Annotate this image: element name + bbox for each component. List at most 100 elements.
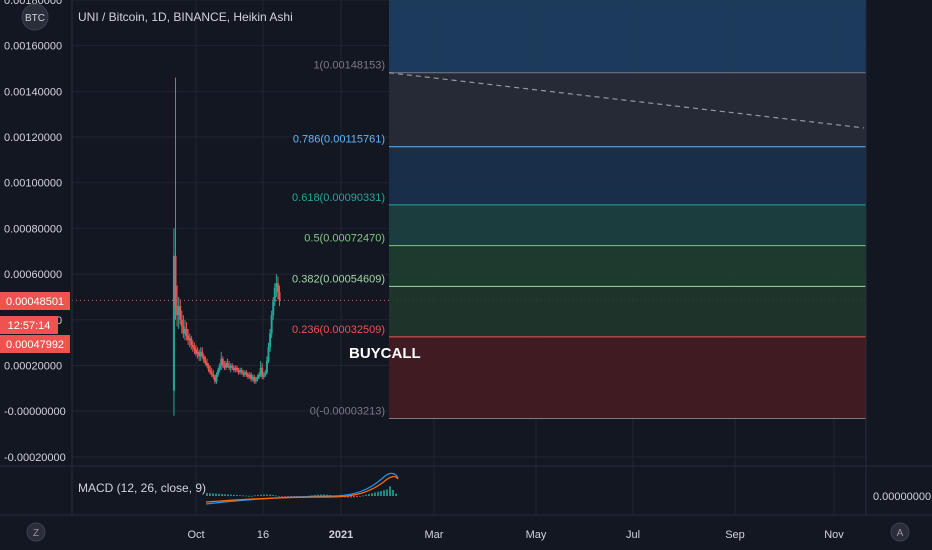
legend-title: UNI / Bitcoin, 1D, BINANCE, Heikin Ashi — [78, 10, 293, 24]
x-tick-label: Oct — [187, 529, 204, 541]
macd-histogram-bar — [377, 491, 379, 496]
candle-body — [207, 365, 210, 371]
fib-zone — [389, 245, 866, 287]
x-tick-label: Mar — [425, 529, 444, 541]
candle-body — [174, 255, 177, 307]
candle-body — [209, 370, 212, 373]
candle-body — [278, 292, 281, 301]
fib-zone — [389, 72, 866, 147]
macd-histogram-bar — [359, 496, 361, 497]
candle-body — [217, 370, 220, 375]
candle-body — [261, 367, 264, 377]
candle-body — [221, 358, 224, 366]
candle-body — [228, 365, 231, 368]
macd-histogram-bar — [260, 494, 262, 496]
fib-level-label: 0.382(0.00054609) — [292, 273, 385, 285]
macd-histogram-bar — [212, 493, 214, 496]
macd-histogram-bar — [362, 495, 364, 497]
macd-histogram-bar — [215, 493, 217, 496]
macd-histogram-bar — [245, 495, 247, 497]
candle-body — [270, 315, 273, 334]
macd-histogram-bar — [386, 489, 388, 496]
candle-body — [180, 319, 183, 327]
fib-level-label: 0.236(0.00032509) — [292, 324, 385, 336]
candle-body — [254, 379, 257, 382]
candle-body — [239, 370, 242, 373]
candle-body — [212, 374, 215, 377]
macd-histogram-bar — [221, 494, 223, 496]
macd-label: MACD (12, 26, close, 9) — [78, 481, 206, 495]
macd-histogram-bar — [365, 494, 367, 496]
zoom-button[interactable]: Z — [26, 522, 46, 542]
candle-body — [262, 374, 265, 377]
fibonacci-retracement[interactable]: 1(0.00148153) 0.786(0.00115761) 0.618(0.00… — [292, 0, 866, 420]
x-tick-label: May — [526, 529, 547, 541]
symbol-badge-label: BTC — [25, 13, 45, 24]
fib-zone — [389, 204, 866, 246]
candle-body — [232, 367, 235, 371]
macd-pane: MACD (12, 26, close, 9) 0.00000000 — [78, 472, 931, 505]
candlestick-series — [172, 77, 281, 416]
macd-value: 0.00000000 — [873, 491, 931, 503]
time-axis[interactable]: Oct 16 2021 Mar May Jul Sep Nov — [187, 529, 844, 541]
macd-histogram-bar — [317, 494, 319, 496]
trend-line — [388, 72, 865, 129]
candle-body — [177, 306, 180, 316]
candle-body — [237, 370, 240, 373]
candle-body — [187, 335, 190, 341]
candle-body — [218, 365, 221, 371]
symbol-badge[interactable]: BTC — [21, 3, 49, 31]
macd-histogram-bar — [356, 496, 358, 498]
macd-histogram-bar — [287, 496, 289, 498]
macd-histogram-bar — [326, 494, 328, 496]
candle-body — [220, 358, 223, 366]
macd-histogram-bar — [374, 492, 376, 496]
macd-histogram-bar — [383, 490, 385, 496]
candle-body — [248, 374, 251, 377]
candle-body — [272, 301, 275, 316]
candle-body — [206, 363, 209, 366]
macd-histogram-bar — [218, 493, 220, 496]
x-tick-label: Jul — [626, 529, 640, 541]
candle-body — [269, 333, 272, 348]
macd-histogram-bar — [320, 494, 322, 496]
signal-line — [205, 475, 399, 503]
candle-body — [253, 376, 256, 382]
candle-body — [196, 351, 199, 355]
y-tick-label: 0.00080000 — [4, 223, 62, 235]
macd-histogram-bar — [209, 493, 211, 496]
macd-histogram-bar — [251, 495, 253, 497]
macd-histogram-bar — [353, 496, 355, 498]
fib-zone — [389, 336, 866, 419]
macd-histogram-bar — [314, 494, 316, 496]
macd-histogram-bar — [266, 494, 268, 496]
fib-level-label: 0.5(0.00072470) — [304, 233, 385, 245]
candle-body — [198, 351, 201, 357]
auto-scale-button[interactable]: A — [890, 522, 910, 542]
candle-body — [191, 344, 194, 348]
candle-body — [172, 255, 175, 391]
y-tick-label: 0.00100000 — [4, 178, 62, 190]
macd-histogram-bar — [263, 494, 265, 496]
candle-body — [235, 367, 238, 371]
candle-body — [276, 283, 279, 293]
y-tick-label: -0.00000000 — [4, 406, 66, 418]
macd-histogram-bar — [347, 496, 349, 498]
macd-histogram-bar — [395, 493, 397, 496]
x-tick-label: 2021 — [329, 529, 353, 541]
y-tick-label: 0.00160000 — [4, 41, 62, 53]
candle-body — [256, 376, 259, 380]
candle-body — [224, 363, 227, 368]
candle-body — [188, 338, 191, 341]
candle-body — [179, 306, 182, 320]
countdown-value: 12:57:14 — [8, 320, 51, 332]
candle-body — [195, 349, 197, 355]
macd-histogram-bar — [284, 496, 286, 497]
macd-histogram-bar — [275, 495, 277, 497]
y-tick-label: 0.00060000 — [4, 269, 62, 281]
fib-zone — [389, 286, 866, 337]
y-tick-label: 0.00020000 — [4, 360, 62, 372]
y-tick-label: -0.00020000 — [4, 452, 66, 464]
candle-body — [223, 365, 226, 368]
